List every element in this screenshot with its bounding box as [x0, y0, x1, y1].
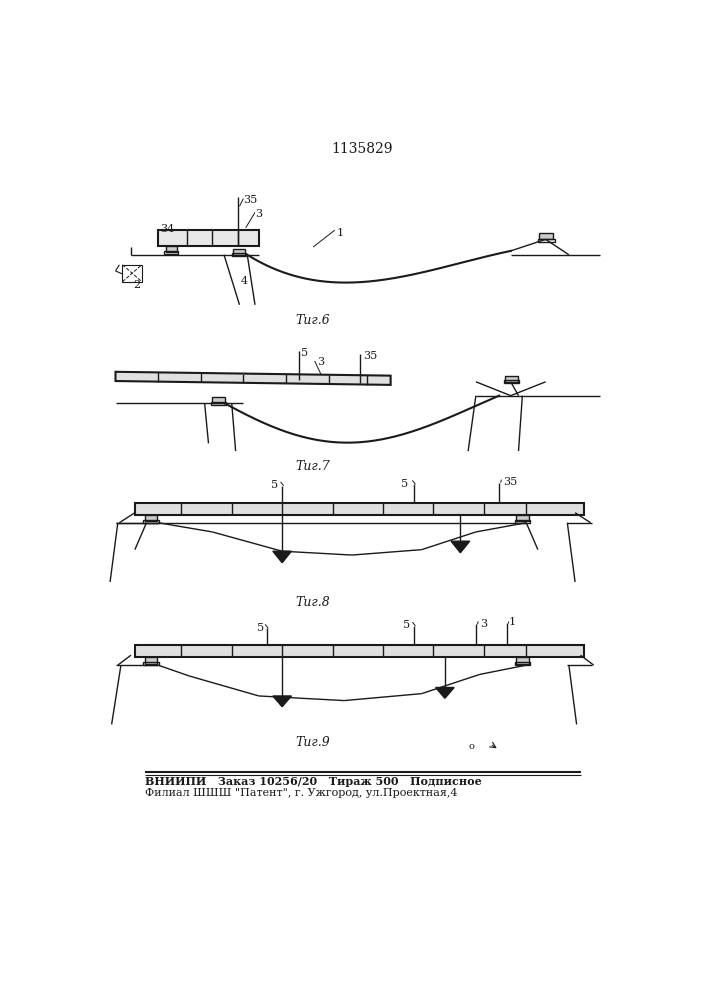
Bar [539, 233, 554, 239]
Text: 1: 1 [337, 228, 344, 238]
Polygon shape [451, 541, 469, 553]
Bar [516, 515, 529, 521]
Text: 5: 5 [271, 480, 278, 490]
Polygon shape [115, 372, 391, 385]
Text: 1: 1 [508, 617, 515, 627]
Text: Τиг.7: Τиг.7 [296, 460, 330, 473]
Bar [135, 645, 585, 657]
Bar [135, 503, 585, 515]
Text: 5: 5 [257, 623, 264, 633]
Text: Филиал ШШШ "Патент", г. Ужгород, ул.Проектная,4: Филиал ШШШ "Патент", г. Ужгород, ул.Прое… [145, 788, 457, 798]
Bar [232, 253, 247, 256]
Bar [122, 265, 142, 282]
Polygon shape [436, 687, 454, 698]
Text: 35: 35 [243, 195, 257, 205]
Bar [145, 515, 158, 521]
Text: 3: 3 [255, 209, 262, 219]
Text: 35: 35 [503, 477, 518, 487]
Text: Τиг.9: Τиг.9 [296, 736, 330, 749]
Bar [515, 662, 530, 665]
Text: 35: 35 [363, 351, 378, 361]
Bar [164, 251, 178, 254]
Polygon shape [273, 696, 291, 707]
Bar [538, 239, 555, 242]
Polygon shape [273, 551, 291, 563]
Bar [212, 397, 225, 403]
Text: 5: 5 [401, 479, 408, 489]
Text: 5: 5 [403, 620, 410, 631]
Text: 4: 4 [240, 276, 247, 286]
Text: o: o [468, 742, 474, 751]
Text: ВНИИПИ   Заказ 10256/20   Тираж 500   Подписное: ВНИИПИ Заказ 10256/20 Тираж 500 Подписно… [145, 776, 481, 787]
Text: 2: 2 [134, 280, 141, 290]
Bar [166, 246, 177, 252]
Bar [504, 380, 519, 383]
Bar [211, 402, 226, 405]
Bar [144, 520, 159, 523]
Bar [144, 662, 159, 665]
Text: 3: 3 [480, 619, 487, 629]
Text: Τиг.6: Τиг.6 [296, 314, 330, 327]
Bar [506, 376, 518, 382]
Bar [515, 520, 530, 523]
Text: 1135829: 1135829 [331, 142, 392, 156]
Text: Τиг.8: Τиг.8 [296, 596, 330, 609]
Bar [145, 657, 158, 664]
Bar [233, 249, 245, 255]
Text: 34: 34 [160, 224, 174, 234]
Text: 5: 5 [301, 348, 309, 358]
Bar [516, 657, 529, 664]
Text: 3: 3 [317, 357, 324, 367]
Bar [158, 230, 259, 246]
